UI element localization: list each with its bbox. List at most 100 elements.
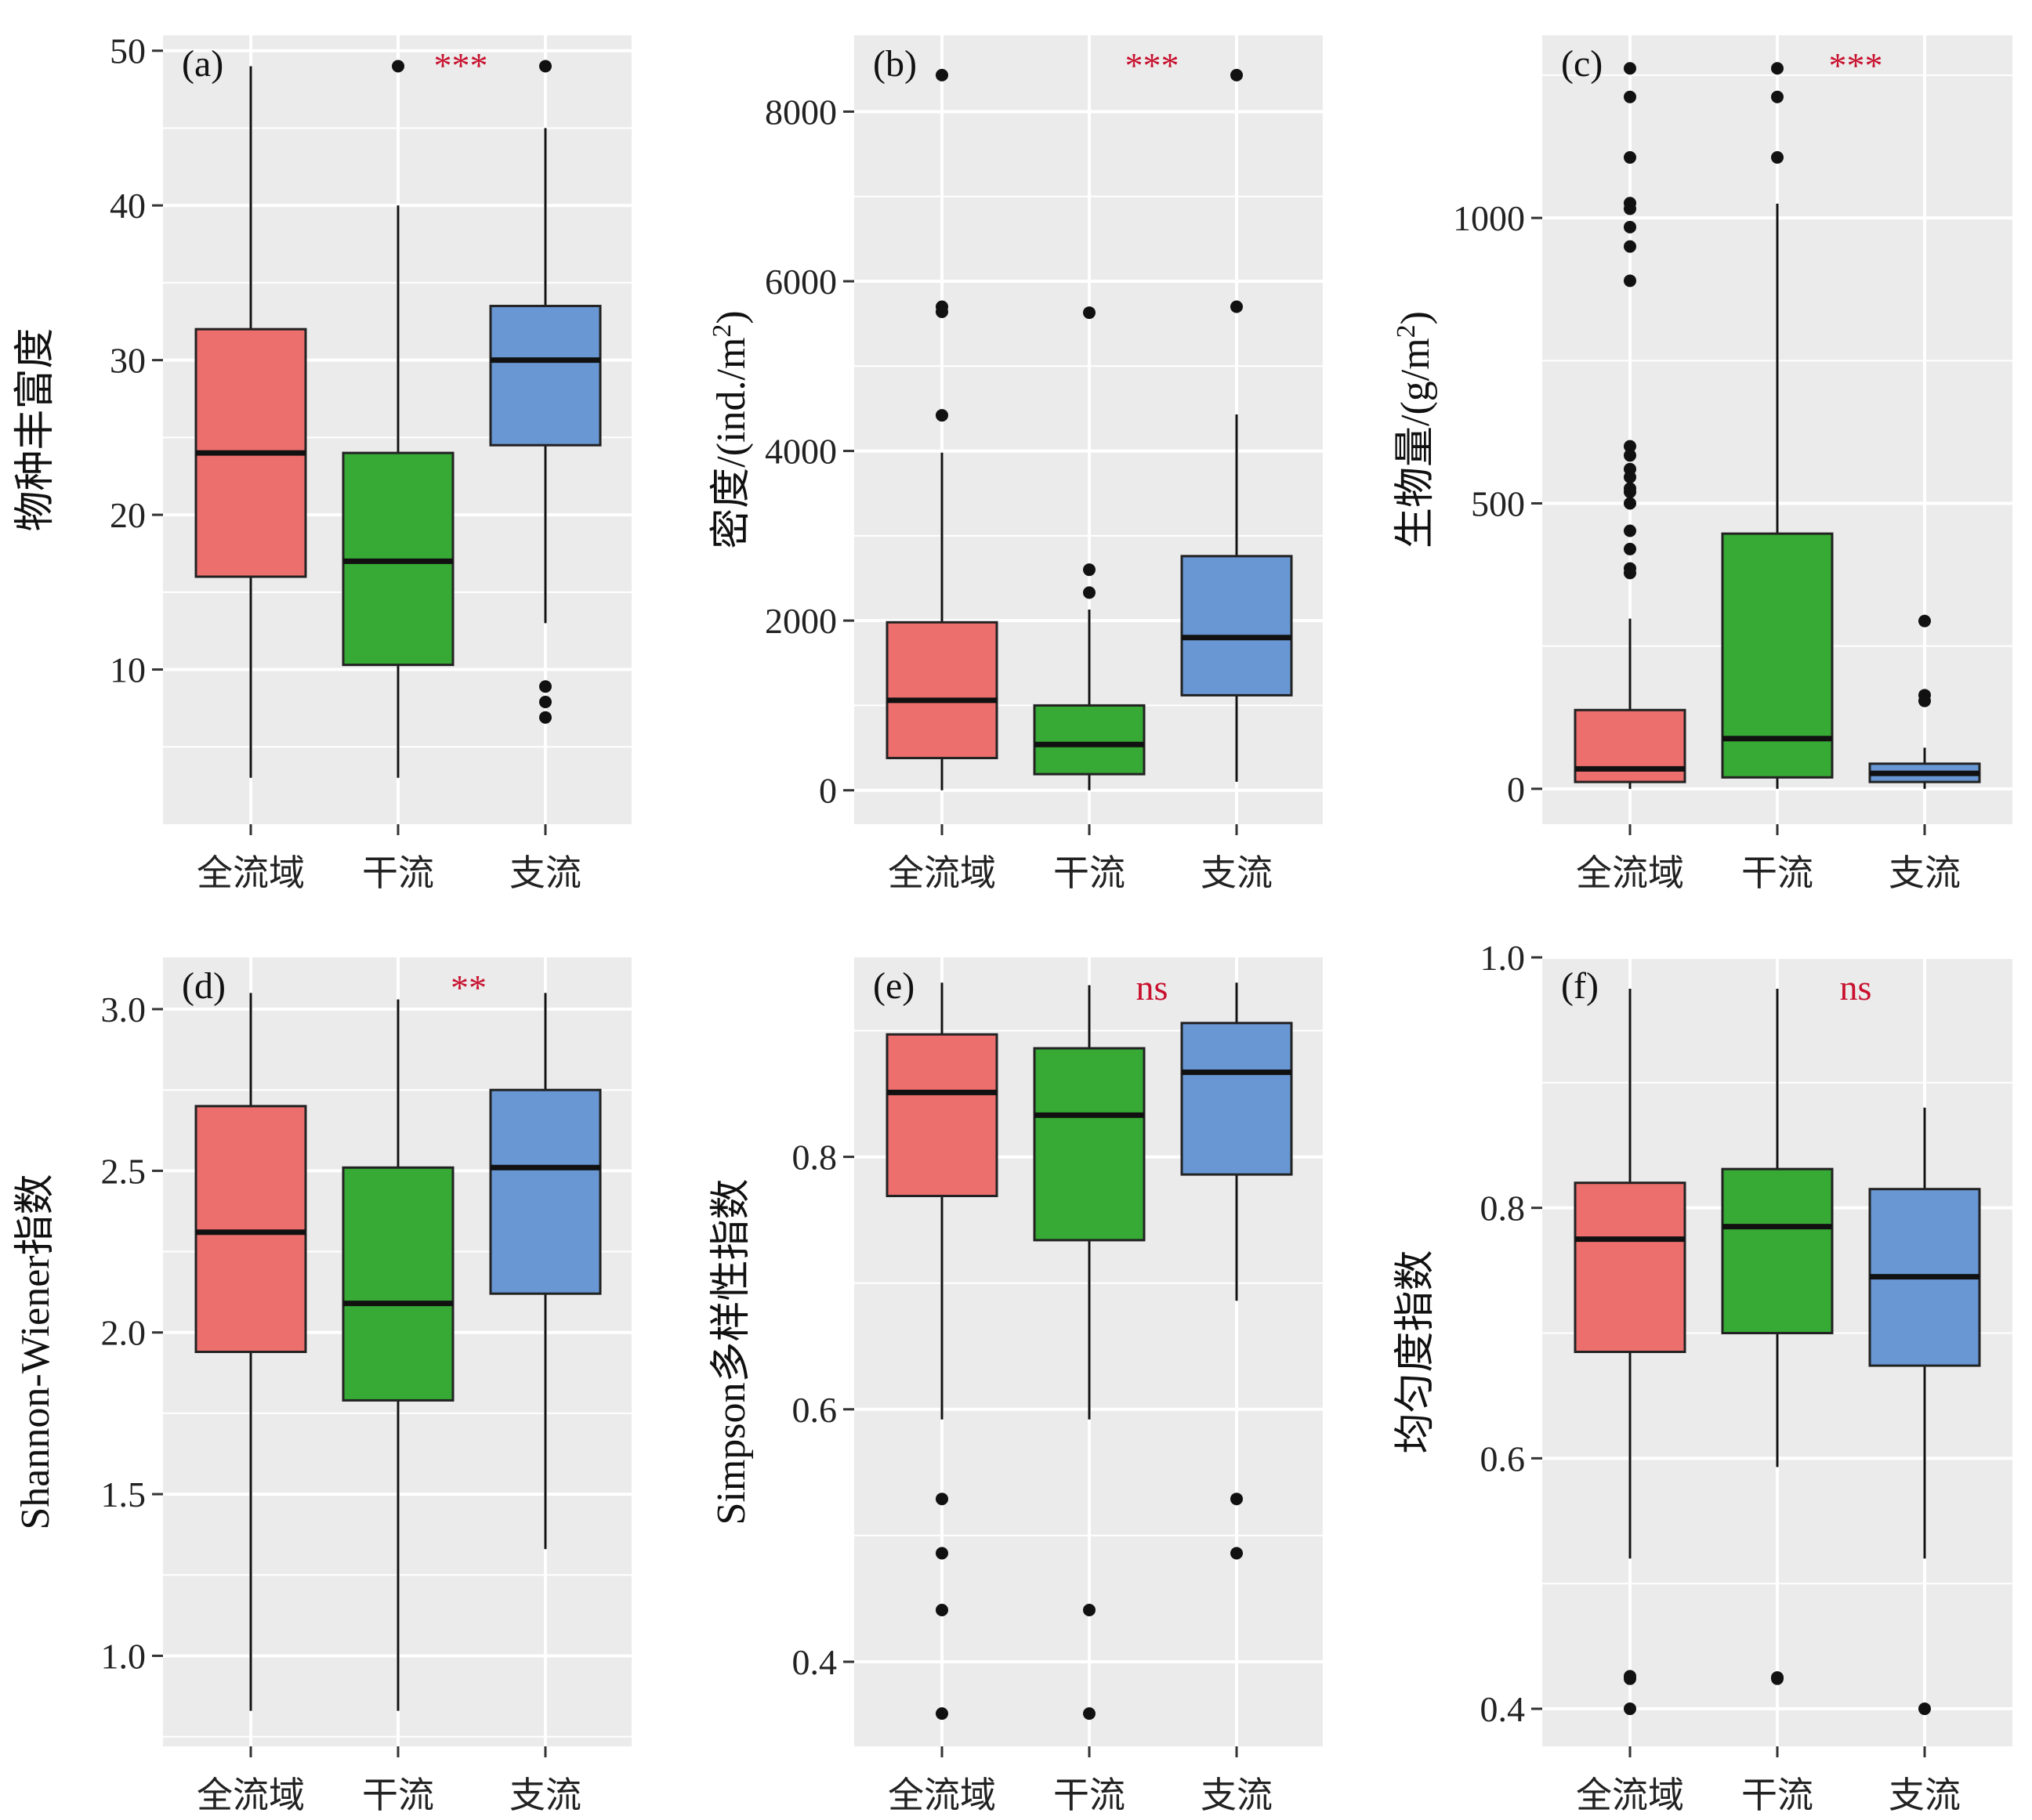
iqr-box xyxy=(342,1166,455,1402)
x-tick-label: 全流域 xyxy=(197,1775,305,1815)
x-tick-label: 干流 xyxy=(362,1775,434,1815)
panel-f: 0.4 0.6 0.8 1.0 全流域 干流 支流 (f) ns 均匀度指数 xyxy=(1393,938,2012,1815)
y-tick-label: 0.8 xyxy=(1480,1189,1526,1228)
box-main-stream xyxy=(1721,62,1834,789)
iqr-box xyxy=(886,621,998,760)
y-tick-label: 0 xyxy=(819,771,837,811)
box-all-basin xyxy=(194,66,307,778)
x-tick-label: 干流 xyxy=(1053,1775,1125,1815)
box-main-stream xyxy=(342,999,455,1711)
outlier-point xyxy=(1624,202,1636,215)
y-tick-label: 30 xyxy=(110,341,146,381)
outlier-point xyxy=(1624,1672,1636,1685)
y-tick-label: 6000 xyxy=(765,262,837,302)
y-tick-label: 0.8 xyxy=(792,1138,838,1178)
outlier-point xyxy=(936,1603,948,1616)
panel-label: (a) xyxy=(182,43,223,85)
outlier-point xyxy=(1918,614,1931,628)
y-tick-label: 20 xyxy=(110,495,146,535)
significance-label: ns xyxy=(1840,968,1872,1008)
outlier-point xyxy=(1624,240,1636,253)
box-main-stream xyxy=(1721,988,1834,1685)
outlier-point xyxy=(1083,1707,1096,1720)
y-tick-label: 1.5 xyxy=(101,1474,147,1514)
outlier-point xyxy=(539,696,552,709)
y-tick-label: 40 xyxy=(110,186,146,226)
outlier-point xyxy=(1624,542,1636,555)
outlier-point xyxy=(1230,1493,1243,1506)
x-tick-label: 支流 xyxy=(1201,1775,1273,1815)
box-all-basin xyxy=(886,982,998,1720)
x-tick-label: 干流 xyxy=(1053,853,1125,893)
outlier-point xyxy=(1624,566,1636,580)
outlier-point xyxy=(392,60,404,73)
y-axis-title: 密度/(ind./m2) xyxy=(708,310,755,548)
x-tick-label: 支流 xyxy=(1889,853,1961,893)
outlier-point xyxy=(936,305,948,318)
box-tributary xyxy=(1180,68,1293,782)
x-tick-label: 干流 xyxy=(1741,1775,1813,1815)
y-tick-label: 500 xyxy=(1471,483,1525,523)
outlier-point xyxy=(539,60,552,73)
outlier-point xyxy=(1624,485,1636,498)
iqr-box xyxy=(1180,555,1293,697)
outlier-point xyxy=(1771,1672,1784,1685)
box-tributary xyxy=(489,60,602,724)
y-tick-label: 1.0 xyxy=(101,1636,147,1676)
iqr-box xyxy=(1033,704,1146,776)
y-tick-label: 0.4 xyxy=(792,1642,838,1682)
panel-e: 0.4 0.6 0.8 全流域 干流 支流 (e) ns Simpson多样性指数 xyxy=(709,957,1323,1815)
panel-label: (f) xyxy=(1561,965,1599,1007)
outlier-point xyxy=(1624,449,1636,462)
outlier-point xyxy=(1083,586,1096,599)
y-tick-label: 0 xyxy=(1507,769,1525,809)
outlier-point xyxy=(936,1707,948,1720)
outlier-point xyxy=(1083,1603,1096,1616)
outlier-point xyxy=(936,68,948,81)
iqr-box xyxy=(886,1033,998,1198)
x-tick-label: 支流 xyxy=(509,1775,581,1815)
outlier-point xyxy=(1771,62,1784,75)
iqr-box xyxy=(1574,1181,1686,1353)
x-tick-label: 支流 xyxy=(1201,853,1273,893)
significance-label: *** xyxy=(1125,45,1179,85)
outlier-point xyxy=(1230,68,1243,81)
iqr-box xyxy=(1721,1167,1834,1335)
panel-b: 0 2000 4000 6000 8000 全流域 干流 支流 (b) *** 密度/(ind./m… xyxy=(708,35,1323,893)
outlier-point xyxy=(1230,1547,1243,1560)
box-tributary xyxy=(1180,982,1293,1560)
box-all-basin xyxy=(1574,62,1686,789)
y-tick-label: 8000 xyxy=(765,92,837,132)
outlier-point xyxy=(1624,274,1636,288)
outlier-point xyxy=(1771,90,1784,103)
y-axis-title: Shannon-Wiener指数 xyxy=(13,1174,58,1529)
y-tick-label: 1000 xyxy=(1453,198,1525,238)
outlier-point xyxy=(1624,1702,1636,1716)
panel-c: 0 500 1000 全流域 干流 支流 (c) *** 生物量/(g/m2) xyxy=(1392,35,2012,893)
y-axis-title: 均匀度指数 xyxy=(1393,1250,1438,1453)
iqr-box xyxy=(489,1088,602,1295)
outlier-point xyxy=(539,711,552,724)
box-tributary xyxy=(489,993,602,1550)
box-all-basin xyxy=(194,993,307,1711)
x-tick-label: 全流域 xyxy=(197,853,305,893)
outlier-point xyxy=(936,409,948,422)
outlier-point xyxy=(1624,470,1636,483)
y-tick-label: 0.6 xyxy=(792,1390,838,1430)
x-tick-label: 全流域 xyxy=(888,853,996,893)
panel-label: (d) xyxy=(182,965,226,1007)
outlier-point xyxy=(936,1547,948,1560)
x-tick-label: 全流域 xyxy=(1576,1775,1684,1815)
y-tick-label: 1.0 xyxy=(1480,938,1526,978)
x-tick-label: 全流域 xyxy=(888,1775,996,1815)
outlier-point xyxy=(1918,1702,1931,1716)
outlier-point xyxy=(1083,563,1096,577)
outlier-point xyxy=(1624,497,1636,510)
box-tributary xyxy=(1868,1107,1981,1716)
x-tick-label: 支流 xyxy=(1889,1775,1961,1815)
y-axis-title: 物种丰富度 xyxy=(13,327,58,531)
box-main-stream xyxy=(342,60,455,778)
outlier-point xyxy=(1230,300,1243,313)
outlier-point xyxy=(1083,306,1096,320)
